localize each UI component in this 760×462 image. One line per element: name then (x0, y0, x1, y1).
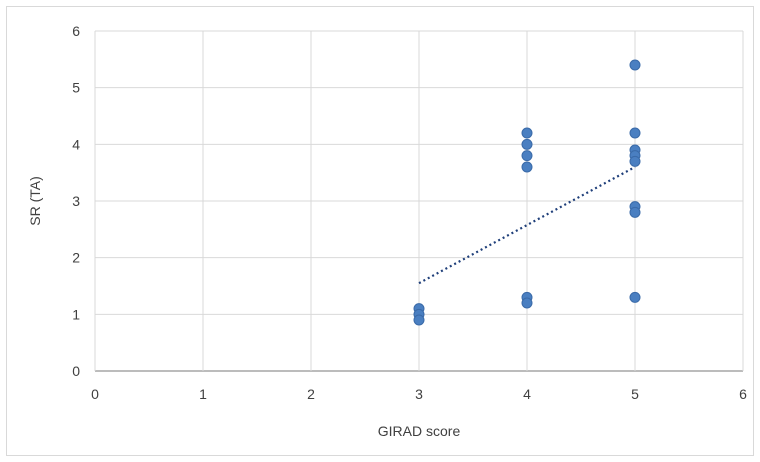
data-point (521, 150, 533, 162)
y-axis-label: SR (TA) (27, 176, 43, 226)
chart-frame (6, 6, 754, 456)
trendline-group (418, 166, 636, 285)
x-tick-label: 4 (523, 386, 531, 402)
x-axis-label: GIRAD score (378, 423, 461, 439)
x-tick-label: 5 (631, 386, 639, 402)
y-tick-label: 3 (72, 193, 80, 209)
trendline (418, 166, 636, 285)
data-point (629, 206, 641, 218)
data-point (521, 138, 533, 150)
y-tick-label: 1 (72, 306, 80, 322)
y-tick-label: 0 (72, 363, 80, 379)
data-point (521, 297, 533, 309)
y-tick-label: 6 (72, 23, 80, 39)
data-point (413, 314, 425, 326)
data-points (413, 59, 641, 326)
data-point (521, 127, 533, 139)
x-tick-label: 6 (739, 386, 747, 402)
x-tick-label: 0 (91, 386, 99, 402)
x-tick-label: 1 (199, 386, 207, 402)
y-tick-label: 5 (72, 80, 80, 96)
data-point (629, 127, 641, 139)
data-point (629, 291, 641, 303)
y-tick-label: 4 (72, 136, 80, 152)
data-point (629, 155, 641, 167)
data-point (629, 59, 641, 71)
x-tick-label: 2 (307, 386, 315, 402)
gridlines (94, 30, 744, 372)
x-tick-label: 3 (415, 386, 423, 402)
data-point (521, 161, 533, 173)
tick-labels: 0 1 2 3 4 5 6 0 1 2 3 4 5 6 (72, 23, 747, 402)
y-tick-label: 2 (72, 250, 80, 266)
